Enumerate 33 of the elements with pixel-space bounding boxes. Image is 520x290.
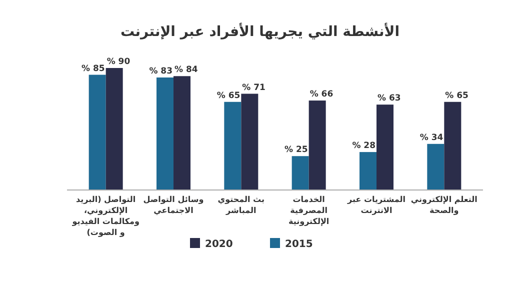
x-tick-label: التواصل (البريد الإلكتروني، ومكالمات الفيديو و الصوت) bbox=[72, 194, 140, 238]
bar bbox=[308, 100, 326, 190]
data-label: % 25 bbox=[284, 145, 308, 156]
data-label: % 83 bbox=[149, 66, 173, 76]
legend-label: 2020 bbox=[205, 239, 233, 250]
data-label: % 84 bbox=[174, 65, 198, 76]
chart-title: الأنشطة التي يجريها الأفراد عبر الإنترنت bbox=[120, 22, 400, 40]
x-tick-label: وسائل التواصل الاجتماعي bbox=[142, 194, 205, 216]
data-label: % 65 bbox=[445, 90, 469, 101]
bar bbox=[292, 156, 309, 190]
data-label: % 66 bbox=[310, 90, 334, 100]
data-label: % 71 bbox=[242, 82, 266, 93]
bar bbox=[376, 104, 394, 190]
x-tick-label: الخدمات المصرفية الإلكترونية bbox=[287, 194, 330, 227]
x-tick-label: المشتريات عبر الانترنت bbox=[346, 194, 406, 216]
data-label: % 65 bbox=[216, 90, 240, 101]
bar bbox=[106, 68, 123, 190]
bar bbox=[360, 152, 376, 190]
legend-label: 2015 bbox=[285, 239, 313, 250]
data-label: % 34 bbox=[420, 132, 444, 143]
bar bbox=[224, 102, 242, 190]
bar bbox=[88, 74, 106, 190]
data-label: % 28 bbox=[352, 141, 376, 152]
x-tick-label: بث المحتوي المباشر bbox=[216, 194, 266, 216]
bar bbox=[156, 77, 174, 190]
data-label: % 85 bbox=[82, 64, 105, 74]
data-label: % 90 bbox=[106, 57, 130, 67]
bar bbox=[444, 102, 462, 190]
bar bbox=[174, 76, 190, 190]
x-tick-label: التعلم الإلكتروني والصحة bbox=[410, 194, 478, 216]
data-label: % 63 bbox=[378, 94, 401, 104]
bar bbox=[241, 94, 258, 190]
bar bbox=[427, 144, 444, 190]
